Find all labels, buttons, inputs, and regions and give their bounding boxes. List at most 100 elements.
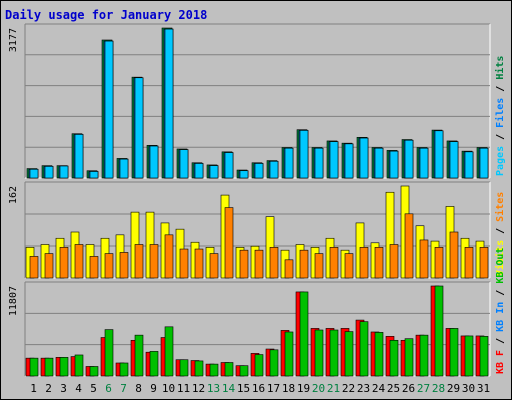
x-tick-label: 16 bbox=[252, 382, 265, 395]
bar-pages bbox=[374, 147, 384, 179]
bar-kbout bbox=[404, 338, 414, 377]
bar-kbout bbox=[89, 366, 99, 377]
x-tick-label: 27 bbox=[417, 382, 430, 395]
x-tick-label: 7 bbox=[120, 382, 127, 395]
legend-separator: / bbox=[495, 80, 506, 98]
bar-sites bbox=[239, 249, 249, 279]
bar-pages bbox=[179, 149, 189, 179]
bar-pages bbox=[464, 151, 474, 179]
bar-kbout bbox=[119, 362, 129, 377]
bar-sites bbox=[179, 248, 189, 279]
bar-pages bbox=[134, 77, 144, 179]
bar-sites bbox=[284, 259, 294, 279]
bar-pages bbox=[344, 143, 354, 179]
bar-pages bbox=[89, 171, 99, 179]
bar-pages bbox=[314, 147, 324, 179]
x-tick-label: 5 bbox=[90, 382, 97, 395]
bar-pages bbox=[209, 165, 219, 179]
bar-kbout bbox=[194, 360, 204, 377]
bar-pages bbox=[479, 147, 489, 179]
x-tick-label: 15 bbox=[237, 382, 250, 395]
x-tick-label: 29 bbox=[447, 382, 460, 395]
bar-kbout bbox=[464, 335, 474, 377]
bar-pages bbox=[239, 170, 249, 179]
legend-item: KB Out bbox=[495, 248, 506, 284]
bar-kbout bbox=[224, 362, 234, 377]
x-tick-label: 18 bbox=[282, 382, 295, 395]
bar-sites bbox=[104, 253, 114, 279]
bar-kbout bbox=[329, 329, 339, 377]
y-max-label: 3177 bbox=[8, 28, 19, 52]
legend-item: Visits bbox=[494, 240, 506, 276]
x-tick-label: 12 bbox=[192, 382, 205, 395]
x-tick-label: 6 bbox=[105, 382, 112, 395]
bar-sites bbox=[254, 249, 264, 279]
bar-kbout bbox=[389, 339, 399, 377]
x-tick-label: 17 bbox=[267, 382, 280, 395]
bar-kbout bbox=[359, 321, 369, 377]
bar-kbout bbox=[44, 357, 54, 377]
x-tick-label: 22 bbox=[342, 382, 355, 395]
legend: Pages / Files / Hits bbox=[494, 56, 506, 176]
bar-sites bbox=[359, 247, 369, 279]
bar-kbout bbox=[449, 328, 459, 377]
legend-item: Hits bbox=[494, 56, 506, 80]
bar-kbout bbox=[314, 329, 324, 377]
bar-kbout bbox=[434, 285, 444, 377]
bar-pages bbox=[329, 141, 339, 179]
legend: KB F / KB In / KB Out bbox=[495, 248, 506, 374]
bar-sites bbox=[329, 247, 339, 279]
x-tick-label: 13 bbox=[207, 382, 220, 395]
bar-sites bbox=[389, 244, 399, 279]
bar-sites bbox=[59, 247, 69, 279]
bar-sites bbox=[449, 231, 459, 279]
bar-pages bbox=[434, 130, 444, 179]
legend-item: Files bbox=[494, 98, 506, 128]
bar-sites bbox=[29, 256, 39, 279]
bar-kbout bbox=[134, 334, 144, 377]
x-tick-label: 14 bbox=[222, 382, 236, 395]
bar-kbout bbox=[104, 329, 114, 377]
bar-kbout bbox=[419, 334, 429, 377]
x-tick-label: 24 bbox=[372, 382, 386, 395]
x-tick-label: 11 bbox=[177, 382, 190, 395]
bar-pages bbox=[194, 163, 204, 179]
legend-separator: / bbox=[495, 222, 506, 240]
bar-kbout bbox=[239, 365, 249, 377]
bar-pages bbox=[299, 130, 309, 179]
y-max-label: 162 bbox=[8, 186, 19, 204]
bar-pages bbox=[44, 166, 54, 179]
bar-sites bbox=[74, 244, 84, 279]
bar-pages bbox=[404, 139, 414, 179]
x-tick-label: 25 bbox=[387, 382, 400, 395]
bar-pages bbox=[104, 40, 114, 179]
bar-sites bbox=[269, 247, 279, 279]
bar-sites bbox=[419, 239, 429, 279]
bar-pages bbox=[29, 168, 39, 179]
bar-pages bbox=[359, 137, 369, 179]
bar-sites bbox=[209, 253, 219, 279]
x-tick-label: 21 bbox=[327, 382, 340, 395]
legend-separator: / bbox=[495, 332, 506, 350]
x-tick-label: 28 bbox=[432, 382, 445, 395]
x-tick-label: 8 bbox=[135, 382, 142, 395]
bar-pages bbox=[419, 147, 429, 179]
x-tick-label: 2 bbox=[45, 382, 52, 395]
bar-pages bbox=[269, 160, 279, 179]
bar-kbout bbox=[149, 351, 159, 377]
bar-kbout bbox=[284, 331, 294, 377]
x-tick-label: 19 bbox=[297, 382, 310, 395]
y-max-label: 11807 bbox=[8, 286, 19, 316]
bar-kbout bbox=[179, 359, 189, 377]
bar-sites bbox=[464, 247, 474, 279]
bar-pages bbox=[224, 152, 234, 179]
bar-sites bbox=[299, 249, 309, 279]
legend-separator: / bbox=[495, 128, 506, 146]
bar-kbout bbox=[344, 331, 354, 377]
x-tick-label: 30 bbox=[462, 382, 475, 395]
bar-sites bbox=[344, 253, 354, 279]
bar-sites bbox=[164, 234, 174, 279]
bar-kbout bbox=[59, 357, 69, 377]
legend-item: KB F bbox=[495, 350, 506, 374]
